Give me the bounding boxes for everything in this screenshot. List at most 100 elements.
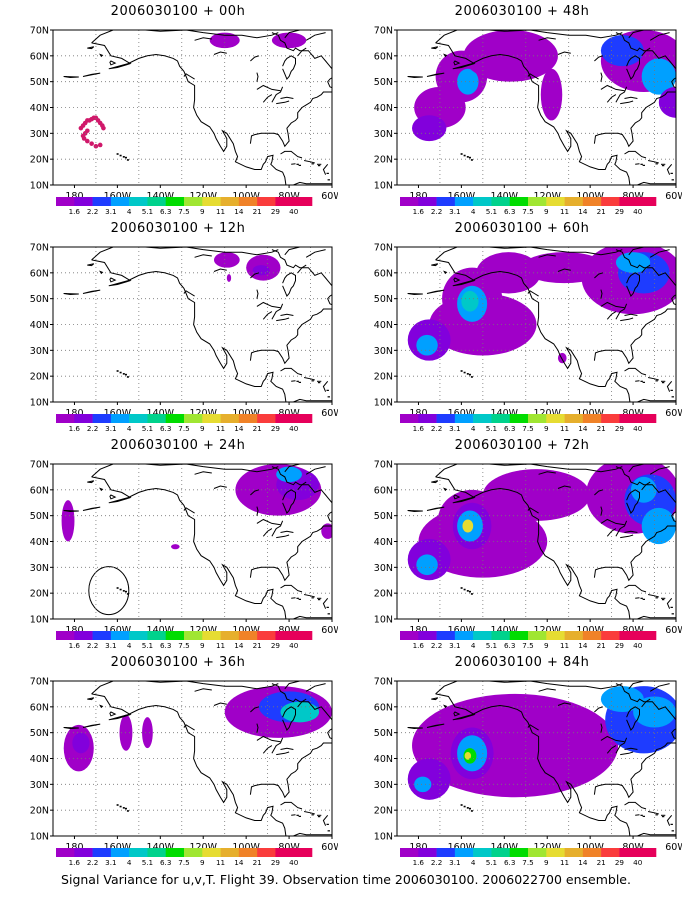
coastline [282, 706, 296, 732]
coastline [284, 464, 300, 473]
colorbar-label: 21 [253, 424, 262, 433]
lon-tick-label: 180 [409, 625, 427, 636]
colorbar-label: 7.5 [178, 641, 189, 650]
colorbar-swatch [56, 631, 75, 640]
coastline [305, 466, 326, 475]
coastline [194, 471, 212, 475]
colorbar-label: 7.5 [522, 424, 533, 433]
forecast-panel-60h: 2006030100 + 60h 70N 60N 50N 40N 30N 20N 10N 18… [362, 217, 682, 439]
colorbar-label: 9 [544, 641, 549, 650]
colorbar-label: 9 [544, 424, 549, 433]
observation-point [89, 141, 94, 146]
colorbar-label: 14 [578, 858, 588, 867]
forecast-panel-12h: 2006030100 + 12h 70N 60N 50N 40N 30N 20N 10N 18… [18, 217, 338, 439]
lon-tick-label: 60W [321, 408, 338, 419]
coastline [250, 272, 260, 279]
coastline [91, 464, 279, 478]
colorbar-swatch [147, 631, 167, 640]
observation-point [81, 136, 87, 141]
colorbar-swatch [184, 197, 203, 206]
coastline [91, 476, 287, 619]
coastline [624, 801, 647, 810]
colorbar-swatch [601, 197, 620, 206]
lat-tick-label: 40N [374, 754, 393, 765]
variance-contour-region [464, 752, 472, 760]
variance-contour-region [463, 30, 558, 82]
coastline [594, 272, 604, 279]
colorbar-swatch [601, 631, 620, 640]
coastline [557, 51, 571, 55]
coastline [626, 706, 640, 732]
colorbar-label: 9 [544, 858, 549, 867]
coastline [626, 55, 640, 81]
coastline [435, 681, 623, 695]
coastline [194, 254, 212, 258]
colorbar-swatch [74, 631, 93, 640]
forecast-panel-48h: 2006030100 + 48h 70N 60N 50N 40N 30N 20N 10N 18… [362, 0, 682, 222]
colorbar-swatch [184, 848, 203, 857]
colorbar-swatch [400, 197, 419, 206]
colorbar-label: 1.6 [413, 858, 425, 867]
coastline [600, 518, 625, 526]
coastline [280, 801, 303, 810]
map-plot: 70N 60N 50N 40N 30N 20N 10N 180 160W 140W 120W 100W… [374, 243, 682, 434]
lon-tick-label: 160W [104, 625, 132, 636]
colorbar-swatch [92, 631, 112, 640]
colorbar-swatch [165, 631, 185, 640]
coastline [629, 615, 676, 619]
coastline [305, 249, 326, 258]
coastline [641, 698, 651, 708]
lat-tick-label: 60N [30, 268, 49, 279]
lat-tick-label: 40N [374, 320, 393, 331]
colorbar-swatch [546, 631, 565, 640]
colorbar-label: 40 [289, 207, 299, 216]
colorbar-swatch [564, 848, 584, 857]
colorbar-label: 3.1 [105, 858, 116, 867]
colorbar-label: 6.3 [160, 207, 171, 216]
colorbar: 1.6 2.2 3.1 4 5.1 6.3 7.5 9 11 14 21 29 40 [56, 848, 313, 867]
lat-tick-label: 50N [30, 728, 49, 739]
colorbar-label: 14 [578, 424, 588, 433]
coastline [256, 289, 259, 299]
lat-tick-label: 10N [30, 181, 49, 192]
lat-tick-label: 10N [30, 832, 49, 843]
coastline [249, 91, 332, 148]
colorbar-swatch [293, 631, 313, 640]
colorbar-label: 29 [271, 641, 281, 650]
colorbar-label: 21 [597, 858, 606, 867]
coastline [213, 485, 227, 489]
colorbar-swatch [293, 848, 313, 857]
coastline [648, 811, 659, 815]
colorbar-swatch [582, 631, 602, 640]
colorbar-swatch [454, 848, 474, 857]
colorbar-label: 7.5 [522, 207, 533, 216]
colorbar-swatch [129, 631, 148, 640]
lon-tick-label: 180 [65, 842, 83, 853]
colorbar-label: 14 [578, 207, 588, 216]
colorbar: 1.6 2.2 3.1 4 5.1 6.3 7.5 9 11 14 21 29 40 [400, 414, 657, 433]
colorbar-swatch [238, 197, 258, 206]
coastline [183, 507, 195, 514]
lat-tick-label: 40N [30, 103, 49, 114]
lon-tick-label: 80W [622, 408, 644, 419]
coastline [256, 72, 259, 82]
coastline [600, 84, 625, 92]
colorbar-swatch [601, 414, 620, 423]
coastline [183, 73, 195, 80]
coastline [271, 86, 284, 103]
coastline [628, 247, 644, 256]
coastline [213, 51, 227, 55]
colorbar-swatch [454, 414, 474, 423]
coastline [615, 86, 628, 103]
lon-tick-label: 120W [189, 625, 217, 636]
coastline [635, 380, 640, 382]
coastline [249, 525, 332, 582]
lon-tick-label: 60W [321, 842, 338, 853]
colorbar-label: 40 [289, 424, 299, 433]
colorbar: 1.6 2.2 3.1 4 5.1 6.3 7.5 9 11 14 21 29 40 [400, 197, 657, 216]
coastline [256, 84, 281, 92]
colorbar-swatch [528, 848, 547, 857]
lat-tick-label: 50N [30, 294, 49, 305]
forecast-panel-00h: 2006030100 + 00h 70N 60N 50N 40N 30N 20N 10N 18… [18, 0, 338, 222]
